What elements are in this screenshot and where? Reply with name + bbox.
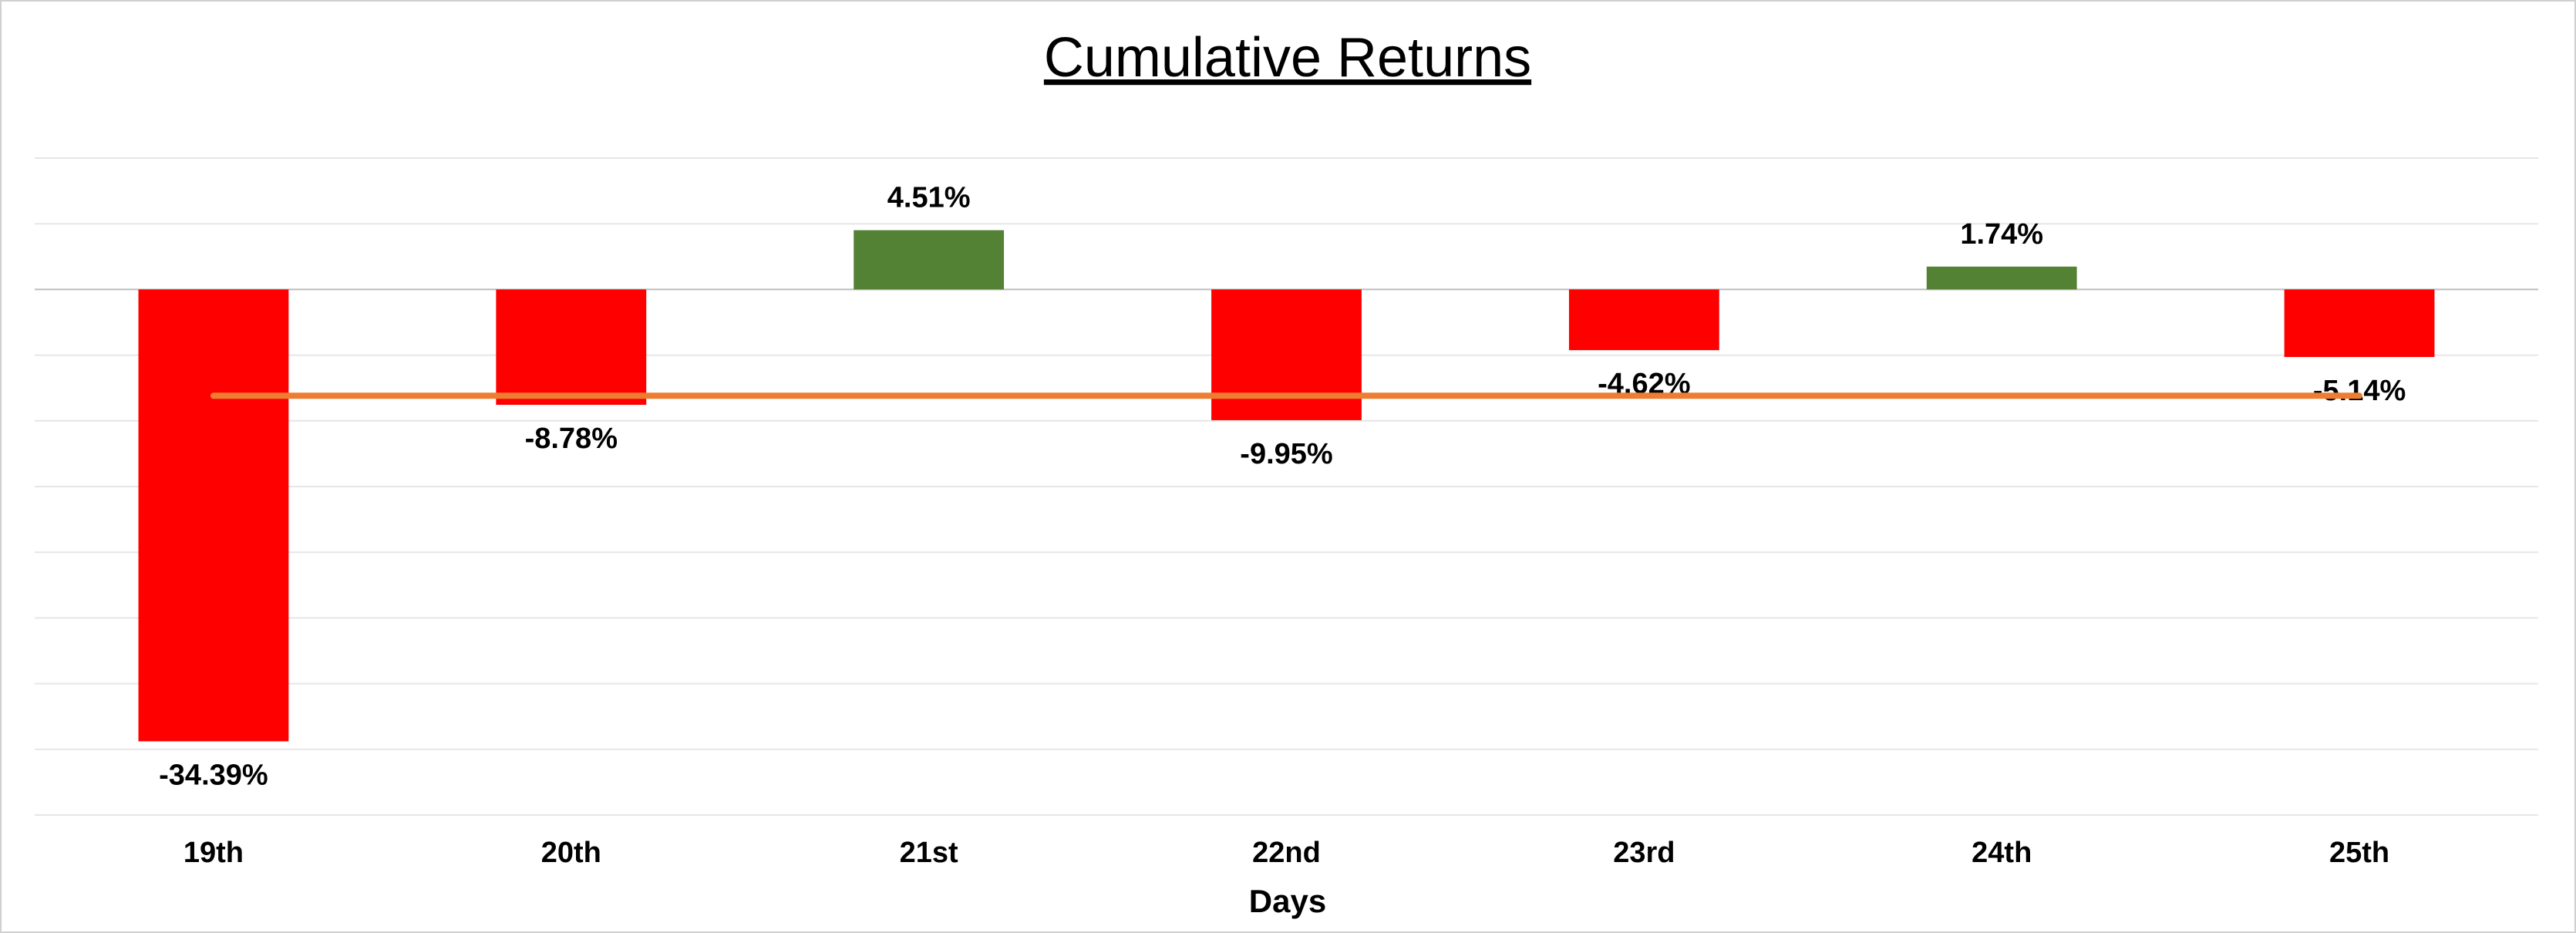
x-tick-label: 20th <box>541 837 601 869</box>
chart-title: Cumulative Returns <box>1044 27 1531 89</box>
data-label: -8.78% <box>525 423 618 455</box>
x-tick-label: 24th <box>1972 837 2032 869</box>
x-tick-label: 19th <box>184 837 244 869</box>
data-label: 1.74% <box>1960 218 2043 251</box>
bar <box>1926 266 2077 290</box>
bar <box>2284 289 2435 357</box>
bar <box>1568 289 1719 351</box>
bar <box>496 289 647 406</box>
data-label: -34.39% <box>159 759 268 791</box>
x-tick-label: 23rd <box>1613 837 1675 869</box>
bar <box>138 289 289 742</box>
x-axis-title: Days <box>1249 883 1326 919</box>
bar <box>854 230 1005 290</box>
x-tick-label: 22nd <box>1252 837 1321 869</box>
data-label: 4.51% <box>887 182 971 214</box>
data-label: -5.14% <box>2313 375 2406 407</box>
bar <box>1211 289 1362 420</box>
data-label: -9.95% <box>1240 438 1332 470</box>
x-tick-label: 25th <box>2329 837 2389 869</box>
x-tick-label: 21st <box>900 837 958 869</box>
